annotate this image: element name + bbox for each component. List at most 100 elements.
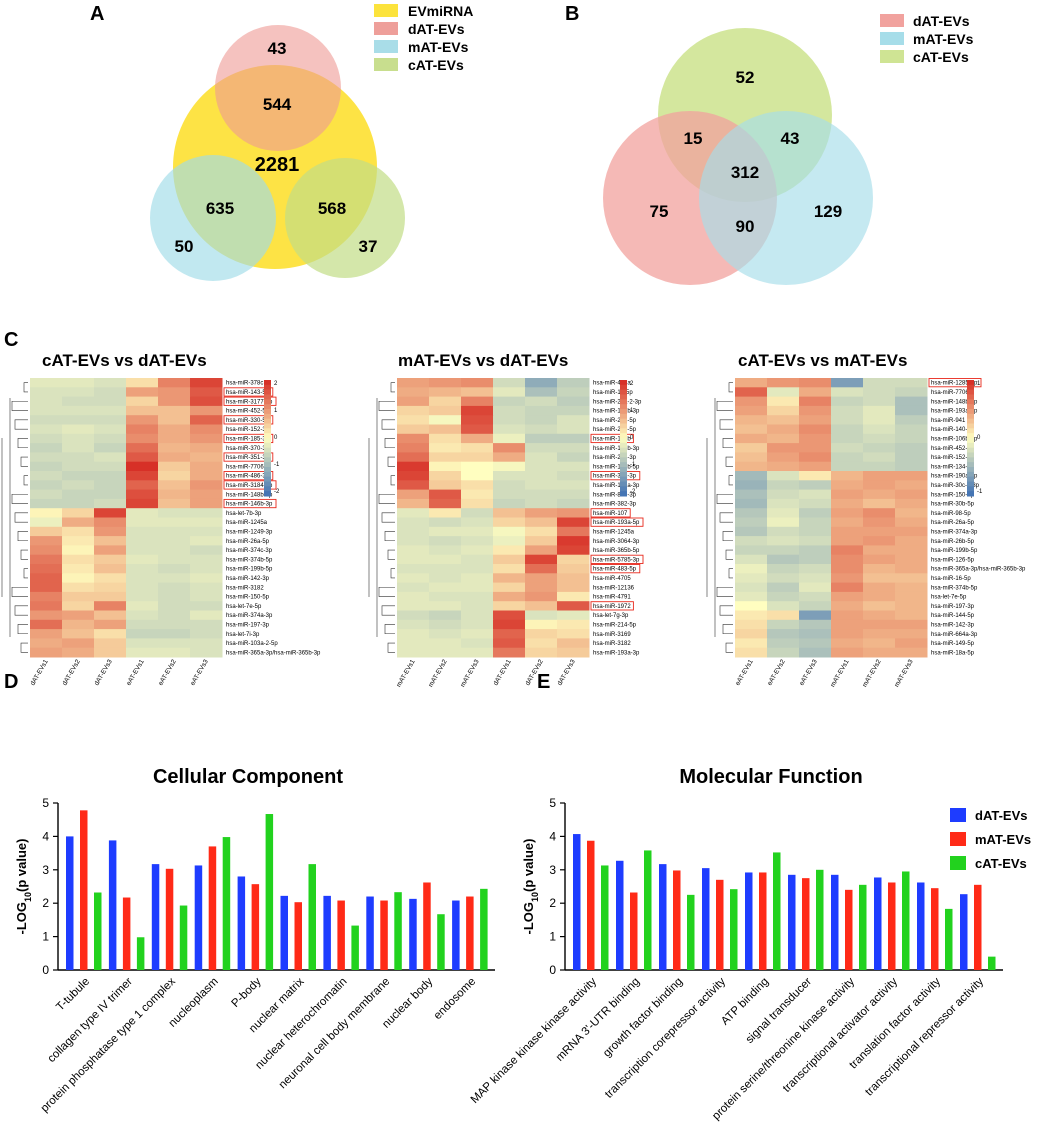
colorbar-segment: [620, 457, 627, 463]
dendrogram-branch: [725, 642, 733, 653]
heatmap-cell: [557, 387, 590, 398]
heatmap-cell: [735, 629, 768, 639]
heatmap-cell: [190, 536, 223, 546]
heatmap-cell: [895, 489, 928, 500]
panel-label-c: C: [4, 329, 18, 351]
heatmap-row-label: hsa-miR-199b-5p: [593, 464, 640, 470]
heatmap-cell: [94, 498, 127, 509]
dendrogram-branch: [11, 493, 28, 504]
heatmap-cell: [895, 396, 928, 407]
heatmap-cell: [461, 582, 494, 593]
heatmap-cell: [158, 619, 191, 630]
heatmap-cell: [863, 638, 896, 649]
y-axis-label-rest: (p value): [14, 839, 29, 892]
heatmap-cell: [735, 619, 768, 630]
heatmap-cell: [461, 498, 494, 509]
heatmap-cell: [397, 591, 430, 602]
heatmaps: cAT-EVs vs dAT-EVs mAT-EVs vs dAT-EVs cA…: [1, 351, 1026, 688]
heatmap-cell: [767, 378, 800, 388]
heatmap-cell: [461, 564, 494, 574]
heatmap-col-label: eAT-EVs1: [734, 658, 755, 687]
legend-swatch: [374, 4, 398, 17]
heatmap-row-label: hsa-miR-330-5p: [226, 418, 270, 424]
heatmap-cell: [525, 638, 558, 649]
heatmap-cell: [557, 610, 590, 621]
heatmap-cell: [94, 591, 127, 602]
heatmap-col-label: eAT-EVs2: [766, 658, 787, 687]
bar: [323, 895, 331, 970]
colorbar-segment: [620, 447, 627, 453]
heatmap-cell: [158, 443, 191, 453]
heatmap-cell: [557, 480, 590, 491]
legend-label: EVmiRNA: [408, 3, 473, 19]
y-axis-label: -LOG10(p value): [14, 839, 33, 935]
heatmap-cell: [397, 582, 430, 593]
heatmap-cell: [493, 405, 526, 416]
heatmap-cell: [895, 471, 928, 481]
heatmap-cell: [525, 610, 558, 621]
heatmap-cell: [461, 378, 494, 388]
heatmap-cell: [493, 619, 526, 630]
colorbar-segment: [620, 442, 627, 449]
venn-a-count-ev-m: 635: [206, 199, 234, 218]
bar: [945, 908, 953, 970]
heatmap-cell: [799, 591, 832, 602]
heatmap-col-label: mAT-EVs2: [427, 658, 449, 688]
heatmap-cell: [30, 554, 63, 565]
colorbar-segment: [967, 409, 974, 415]
heatmap-cell: [767, 471, 800, 481]
colorbar-tick: 1: [274, 408, 278, 414]
heatmap-cell: [158, 554, 191, 565]
heatmap-cell: [94, 424, 127, 435]
heatmap-cell: [831, 545, 864, 556]
x-category-label: P-body: [229, 975, 263, 1009]
heatmap-cell: [557, 378, 590, 388]
bar: [802, 878, 810, 970]
venn-a-count-ev-d: 544: [263, 95, 292, 114]
heatmap-cell: [557, 443, 590, 453]
heatmap-cell: [799, 471, 832, 481]
heatmap-col-label: eAT-EVs3: [189, 658, 210, 687]
heatmap-row-label: hsa-miR-374c-3p: [226, 548, 273, 554]
highlight-box: [590, 554, 644, 564]
heatmap-cell: [30, 619, 63, 630]
heatmap-cell: [767, 480, 800, 491]
heatmap-cell: [831, 387, 864, 398]
heatmap-cell: [461, 536, 494, 546]
highlight-box: [223, 387, 274, 397]
heatmap-cell: [461, 647, 494, 658]
heatmap-cell: [429, 517, 462, 528]
heatmap-cell: [863, 517, 896, 528]
bar: [394, 892, 402, 970]
colorbar-segment: [967, 481, 974, 487]
colorbar-segment: [264, 428, 271, 434]
dendrogram-branch: [17, 624, 28, 635]
heatmap-title-1: cAT-EVs vs dAT-EVs: [42, 351, 207, 370]
heatmap-cell: [94, 554, 127, 565]
heatmap-cell: [493, 564, 526, 574]
dendrogram-branch: [722, 531, 733, 542]
legend-swatch: [950, 856, 966, 870]
colorbar-segment: [967, 447, 974, 453]
heatmap-cell: [397, 424, 430, 435]
highlight-box: [223, 471, 274, 481]
heatmap-row-label: hsa-miR-351-3p: [226, 455, 270, 461]
bar: [466, 896, 474, 970]
bar: [716, 879, 724, 970]
heatmap-col-label: mAT-EVs3: [893, 658, 915, 688]
dendrogram-branch: [17, 438, 28, 449]
heatmap-cell: [429, 489, 462, 500]
heatmap-row-label: hsa-miR-199b-5p: [931, 548, 978, 554]
heatmap-cell: [493, 424, 526, 435]
heatmap-row-label: hsa-miR-1249-3p: [226, 529, 273, 535]
heatmap-cell: [126, 647, 159, 658]
heatmap-row-label: hsa-miR-152-3p: [931, 455, 975, 461]
heatmap-cell: [799, 396, 832, 407]
heatmap-cell: [735, 461, 768, 472]
dendrogram-branch: [384, 624, 395, 635]
heatmap-cell: [735, 508, 768, 518]
heatmap-col-label: eAT-EVs3: [798, 658, 819, 687]
colorbar-tick: 0: [977, 435, 981, 441]
heatmap-cell: [493, 545, 526, 556]
heatmap-cell: [557, 508, 590, 518]
